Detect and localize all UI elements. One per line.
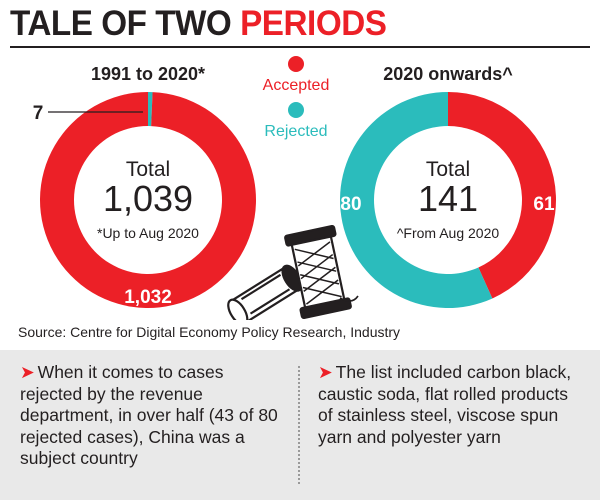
chart1-note: *Up to Aug 2020 <box>97 225 199 241</box>
note-right-text: The list included carbon black, caustic … <box>318 362 572 447</box>
bullet-arrow-icon: ➤ <box>20 362 35 382</box>
donut-charts: 1991 to 2020* Total 1,039 *Up to Aug 202… <box>33 56 556 320</box>
slice-rejected <box>148 92 153 127</box>
chart1-center-label: Total <box>126 158 170 181</box>
headline-part1: TALE OF TWO <box>10 4 232 43</box>
slice-rejected <box>340 92 493 308</box>
chart2-note: ^From Aug 2020 <box>397 225 500 241</box>
legend-rejected-label: Rejected <box>264 123 327 140</box>
chart1-slices <box>40 92 257 308</box>
slice-accepted <box>448 92 556 299</box>
headline-part2: PERIODS <box>240 4 387 43</box>
chart2-total: 141 <box>418 178 478 219</box>
chart1-title: 1991 to 2020* <box>91 64 205 84</box>
notes-panel: ➤ When it comes to cases rejected by the … <box>0 350 600 500</box>
headline-rule <box>10 46 590 48</box>
legend-rejected-swatch <box>288 102 304 118</box>
slice-accepted <box>40 92 257 308</box>
chart1-accepted-label: 1,032 <box>124 287 172 308</box>
headline: TALE OF TWO PERIODS <box>10 2 387 46</box>
legend-accepted-swatch <box>288 56 304 72</box>
chart2-title: 2020 onwards^ <box>383 64 513 84</box>
chart2-center-label: Total <box>426 158 470 181</box>
legend-accepted-label: Accepted <box>263 77 330 94</box>
notes-divider <box>298 366 300 484</box>
chart2-rejected-label: 80 <box>340 194 361 215</box>
chart1-rejected-label: 7 <box>33 103 44 124</box>
note-right: ➤ The list included carbon black, caustic… <box>318 362 586 448</box>
chart1-total: 1,039 <box>103 178 193 219</box>
yarn-spools-icon <box>227 224 359 320</box>
note-left-text: When it comes to cases rejected by the r… <box>20 362 278 468</box>
source-note: Source: Centre for Digital Economy Polic… <box>18 324 401 340</box>
chart2-slices <box>340 92 556 308</box>
chart2-accepted-label: 61 <box>533 194 555 215</box>
bullet-arrow-icon: ➤ <box>318 362 333 382</box>
note-left: ➤ When it comes to cases rejected by the … <box>20 362 282 470</box>
